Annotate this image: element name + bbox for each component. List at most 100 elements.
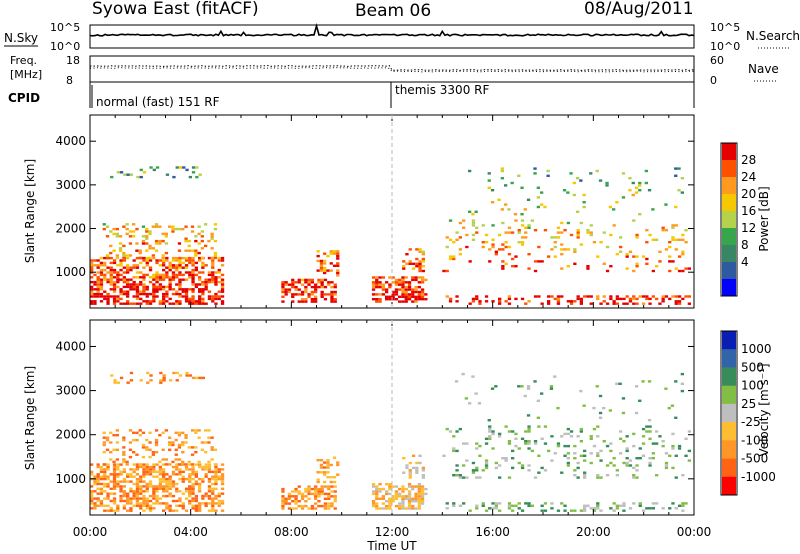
power-cell-163 [135,295,140,298]
velocity-cell-418 [211,504,215,507]
velocity-cell-517 [148,431,152,434]
velocity-cell-776 [385,483,389,486]
velocity-cell-791 [394,497,399,500]
power-cell-571 [200,230,204,233]
power-cell-402 [201,261,205,265]
velocity-cell-1094 [583,474,587,477]
velocity-cell-827 [411,500,415,503]
velocity-cell-756 [375,495,379,498]
power-cell-852 [402,267,406,270]
power-cell-942 [615,297,619,301]
power-cell-117 [119,261,123,265]
velocity-cell-1174 [668,454,672,457]
velocity-cell-462 [220,468,225,471]
velocity-cell-1007 [488,425,492,428]
velocity-cell-720 [316,459,320,462]
power-cell-279 [168,278,172,281]
power-cell-832 [414,278,418,282]
velocity-cell-770 [381,487,385,491]
velocity-cell-1238 [680,382,684,385]
power-cell-479 [118,249,123,252]
velocity-cell-984 [465,442,469,445]
power-cell-269 [165,271,169,274]
velocity-cell-940 [615,504,619,507]
power-cell-10 [90,268,94,272]
power-cell-602 [178,166,183,169]
power-cell-613 [281,290,285,294]
velocity-cell-572 [197,460,201,464]
velocity-cell-905 [517,507,521,510]
velocity-cell-229 [152,490,156,493]
power-cell-511 [145,237,149,240]
power-cell-438 [214,276,218,279]
velocity-cell-670 [310,504,314,508]
velocity-cell-451 [217,468,221,471]
velocity-cell-49 [103,485,107,488]
power-cell-370 [191,256,195,260]
velocity-cell-266 [162,475,166,478]
power-cell-1003 [468,260,472,263]
velocity-cell-396 [204,494,208,498]
velocity-cell-1004 [488,435,492,438]
power-cell-578 [210,235,214,238]
velocity-cell-483 [115,434,119,437]
velocity-cell-365 [194,507,198,510]
power-cell-496 [132,235,136,238]
power-cell-576 [210,247,214,250]
velocity-cell-474 [109,451,113,454]
velocity-cell-319 [178,468,182,471]
power-cell-987 [448,255,453,258]
velocity-cell-164 [135,480,140,483]
velocity-cell-895 [494,504,498,507]
velocity-cell-918 [556,509,561,512]
velocity-cell-33 [99,504,104,507]
power-cell-358 [191,290,195,293]
power-cell-1004 [471,238,476,241]
power-cell-143 [126,256,130,260]
power-cell-1113 [605,245,610,249]
velocity-cell-37 [99,490,104,493]
power-cell-342 [184,259,189,262]
velocity-cell-526 [158,434,162,437]
velocity-cell-1225 [621,397,626,400]
velocity-cell-948 [638,502,642,505]
power-cell-961 [648,302,652,305]
power-cell-193 [142,266,146,269]
velocity-cell-694 [323,502,328,505]
power-cell-245 [158,273,162,277]
velocity-cell-557 [181,431,185,434]
velocity-cell-98 [116,475,120,478]
velocity-cell-258 [162,509,166,512]
power-cell-630 [291,283,295,286]
power-cell-782 [394,290,399,294]
velocity-cell-990 [475,466,479,470]
velocity-cell-168 [135,465,140,469]
power-cell-17 [93,295,97,298]
power-cell-503 [138,251,142,255]
power-cell-900 [507,295,512,298]
power-cell-682 [320,281,324,284]
velocity-cell-13 [93,504,97,507]
velocity-cell-979 [462,476,466,479]
power-cell-215 [152,300,156,303]
power-cell-149 [129,268,133,272]
velocity-cell-1043 [527,442,531,445]
velocity-cell-247 [158,502,162,505]
velocity-cell-514 [148,455,152,459]
velocity-cell-192 [142,475,146,478]
power-cell-799 [401,283,405,286]
power-cell-469 [109,244,113,248]
power-cell-959 [645,297,649,301]
power-cell-1205 [540,191,544,194]
power-cell-429 [211,261,215,265]
power-colorbar-segment-8 [722,279,736,297]
velocity-cell-1107 [596,454,600,457]
power-cell-132 [126,295,130,298]
velocity-cell-263 [162,485,166,488]
velocity-cell-856 [424,492,428,496]
power-cell-926 [579,297,583,301]
velocity-cell-582 [207,436,211,439]
velocity-cell-635 [287,495,292,498]
velocity-cell-997 [484,466,489,470]
velocity-cell-1133 [625,449,629,453]
